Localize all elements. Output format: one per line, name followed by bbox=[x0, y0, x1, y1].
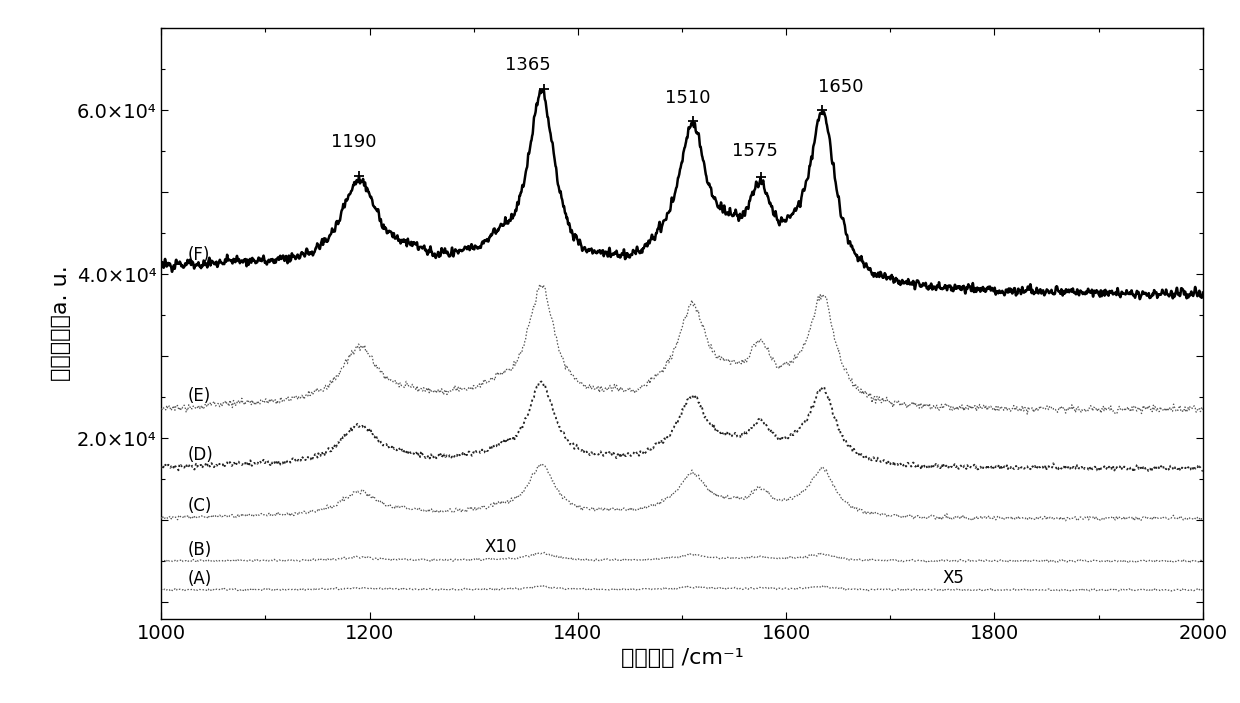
Text: (F): (F) bbox=[187, 246, 210, 264]
Text: (C): (C) bbox=[187, 496, 212, 515]
Text: 1190: 1190 bbox=[331, 133, 377, 150]
Text: (E): (E) bbox=[187, 387, 211, 405]
Text: X5: X5 bbox=[942, 569, 965, 588]
Text: (A): (A) bbox=[187, 570, 212, 588]
Text: 1650: 1650 bbox=[818, 78, 864, 96]
Text: 1575: 1575 bbox=[733, 142, 779, 160]
X-axis label: 拉曼偏移 /cm⁻¹: 拉曼偏移 /cm⁻¹ bbox=[621, 648, 743, 668]
Text: (B): (B) bbox=[187, 541, 212, 560]
Text: 1365: 1365 bbox=[505, 56, 551, 74]
Y-axis label: 拉曼强度／a. u.: 拉曼强度／a. u. bbox=[51, 266, 71, 381]
Text: 1510: 1510 bbox=[665, 89, 711, 108]
Text: (D): (D) bbox=[187, 446, 213, 465]
Text: X10: X10 bbox=[484, 538, 517, 556]
